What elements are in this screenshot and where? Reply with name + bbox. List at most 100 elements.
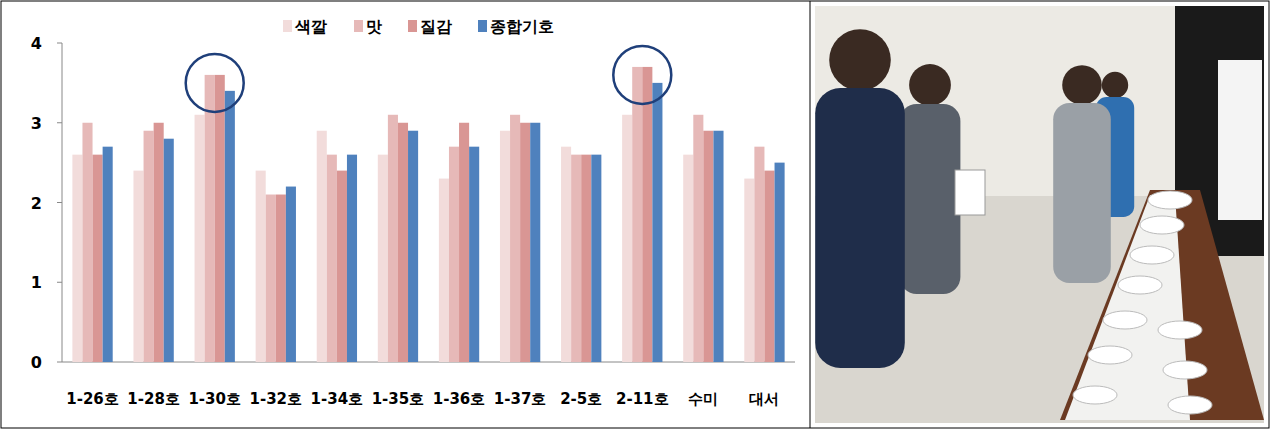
bar [408, 131, 418, 362]
bar [764, 171, 774, 362]
bar [195, 115, 205, 362]
x-tick-label: 2-5호 [560, 390, 602, 408]
bar [459, 123, 469, 362]
bar [266, 195, 276, 362]
bar [449, 147, 459, 362]
x-tick-label: 대서 [749, 390, 779, 408]
photo-clipboard [955, 170, 985, 215]
x-tick-label: 1-34호 [311, 390, 364, 408]
bar [591, 155, 601, 362]
photo-person-body [900, 104, 961, 294]
photo-person-head [1062, 65, 1102, 105]
bar [286, 187, 296, 362]
x-tick-label: 1-35호 [372, 390, 425, 408]
bar [775, 163, 785, 362]
bar [652, 83, 662, 362]
bar [520, 123, 530, 362]
frame [1, 1, 1269, 428]
bar [754, 147, 764, 362]
bar [144, 131, 154, 362]
bar [327, 155, 337, 362]
y-tick-label: 1 [31, 273, 42, 292]
bar [388, 115, 398, 362]
bar [622, 115, 632, 362]
photo-plate [1168, 396, 1212, 414]
photo-plate [1073, 386, 1117, 404]
y-tick [57, 282, 62, 283]
bar [164, 139, 174, 362]
photo-plate [1140, 216, 1184, 234]
y-tick [57, 122, 62, 123]
bar [713, 131, 723, 362]
bar [398, 123, 408, 362]
legend-label: 질감 [420, 17, 452, 36]
legend-label: 색깔 [294, 17, 327, 36]
x-tick-label: 1-28호 [127, 390, 180, 408]
bar [337, 171, 347, 362]
bar [103, 147, 113, 362]
bar [256, 171, 266, 362]
bar [225, 91, 235, 362]
x-tick-label: 1-26호 [66, 390, 119, 408]
bar [561, 147, 571, 362]
photo [815, 6, 1264, 423]
bar [93, 155, 103, 362]
y-tick [57, 202, 62, 203]
photo-person-head [1102, 72, 1128, 98]
bar [581, 155, 591, 362]
bars [72, 67, 784, 362]
photo-person-body [815, 88, 905, 368]
bar [215, 75, 225, 362]
bar [72, 155, 82, 362]
bar [347, 155, 357, 362]
photo-plate [1158, 321, 1202, 339]
highlight-circle [613, 46, 671, 104]
legend-label: 종합기호 [490, 17, 554, 36]
y-tick [57, 43, 62, 44]
x-tick-label: 1-37호 [494, 390, 547, 408]
photo-plate [1163, 361, 1207, 379]
x-tick-label: 2-11호 [616, 390, 669, 408]
photo-person-head [909, 64, 951, 106]
legend-label: 맛 [366, 17, 382, 36]
bar [276, 195, 286, 362]
bar [82, 123, 92, 362]
photo-plate [1148, 191, 1192, 209]
x-tick-label: 1-36호 [433, 390, 486, 408]
legend-swatch [283, 20, 292, 32]
photo-bg [815, 6, 1264, 423]
photo-plate [1103, 311, 1147, 329]
bar [683, 155, 693, 362]
bar [632, 67, 642, 362]
y-tick-label: 3 [31, 114, 42, 133]
y-tick-label: 0 [31, 353, 42, 372]
x-tick-label: 1-32호 [250, 390, 303, 408]
bar [154, 123, 164, 362]
bar [500, 131, 510, 362]
x-tick-label: 1-30호 [188, 390, 241, 408]
bar [317, 131, 327, 362]
y-tick-label: 2 [31, 194, 42, 213]
legend-swatch [354, 20, 363, 32]
bar [469, 147, 479, 362]
photo-plate [1118, 276, 1162, 294]
bar [378, 155, 388, 362]
bar [530, 123, 540, 362]
bar [642, 67, 652, 362]
photo-cabinet [1218, 60, 1262, 220]
bar [571, 155, 581, 362]
y-tick-label: 4 [31, 34, 42, 53]
legend-swatch [478, 20, 487, 32]
photo-plate [1088, 346, 1132, 364]
highlight-circle [186, 54, 244, 112]
bar [439, 179, 449, 362]
photo-plate [1130, 246, 1174, 264]
divider [810, 1, 811, 428]
bar [693, 115, 703, 362]
photo-person-body [1053, 103, 1111, 283]
bar [133, 171, 143, 362]
photo-person-head [829, 29, 891, 91]
bar [205, 75, 215, 362]
x-tick-label: 수미 [688, 390, 718, 408]
bar [744, 179, 754, 362]
